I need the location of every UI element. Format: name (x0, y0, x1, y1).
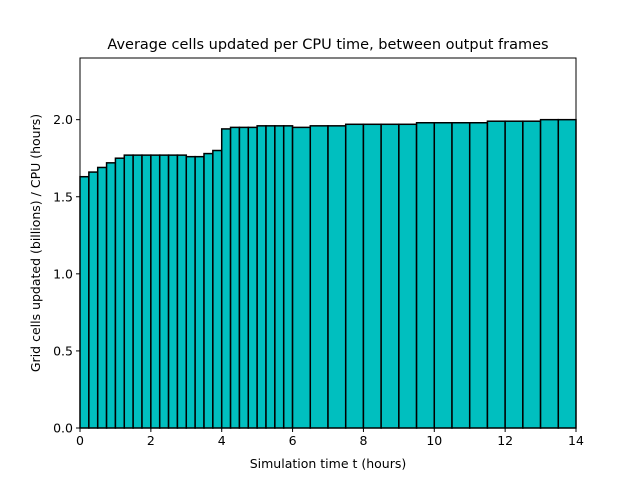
bar-27 (344, 123, 365, 429)
bar-6 (132, 154, 143, 429)
x-tick-label-1: 2 (147, 433, 155, 448)
bar-5 (123, 154, 134, 429)
bar-39 (557, 118, 577, 429)
bar-16 (220, 128, 232, 429)
bar-30 (398, 123, 418, 429)
bar-11 (176, 154, 188, 429)
y-tick-label-4: 2.0 (53, 112, 73, 127)
bar-38 (539, 118, 560, 429)
y-tick-label-1: 0.5 (53, 343, 73, 358)
chart-title: Average cells updated per CPU time, betw… (107, 37, 548, 53)
bar-28 (362, 123, 382, 429)
bar-21 (265, 125, 276, 429)
y-tick-label-3: 1.5 (53, 189, 73, 204)
bar-36 (504, 120, 524, 429)
bar-33 (451, 122, 471, 429)
bar-4 (114, 157, 126, 429)
bar-29 (380, 123, 400, 429)
y-axis-ticks: 0.0 0.5 1.0 1.5 2.0 (53, 112, 80, 436)
x-tick-label-7: 14 (568, 433, 584, 448)
x-tick-label-3: 6 (289, 433, 297, 448)
x-tick-label-6: 12 (497, 433, 513, 448)
bar-18 (238, 126, 250, 429)
bar-34 (468, 122, 489, 429)
bar-17 (229, 126, 241, 429)
x-tick-label-0: 0 (76, 433, 84, 448)
bar-15 (212, 149, 223, 429)
y-axis-label: Grid cells updated (billions) / CPU (hou… (28, 114, 43, 372)
y-tick-label-2: 1.0 (53, 266, 73, 281)
bar-37 (522, 120, 542, 429)
bar-26 (327, 125, 347, 429)
bar-2 (96, 166, 108, 429)
bars (79, 118, 577, 429)
x-tick-label-5: 10 (426, 433, 442, 448)
plot-frame (79, 57, 577, 429)
bar-23 (282, 125, 294, 429)
bar-7 (141, 154, 152, 429)
bar-19 (247, 126, 258, 429)
bar-13 (194, 155, 205, 429)
bar-35 (486, 120, 506, 429)
bar-8 (150, 154, 161, 429)
bar-0 (79, 175, 90, 429)
x-tick-label-2: 4 (218, 433, 226, 448)
bar-20 (256, 125, 267, 429)
bar-14 (203, 152, 214, 429)
bar-9 (158, 154, 170, 429)
x-axis-label: Simulation time t (hours) (250, 456, 407, 471)
bar-25 (309, 125, 329, 429)
bar-24 (291, 126, 312, 429)
x-tick-label-4: 8 (359, 433, 367, 448)
bar-32 (433, 122, 453, 429)
x-axis-ticks: 0 2 4 6 8 10 12 14 (76, 428, 584, 448)
bar-10 (167, 154, 179, 429)
y-tick-label-0: 0.0 (53, 421, 73, 436)
bar-12 (185, 155, 196, 429)
bar-1 (88, 171, 99, 429)
bar-31 (415, 122, 436, 429)
bar-22 (274, 125, 285, 429)
bar-3 (105, 162, 117, 429)
